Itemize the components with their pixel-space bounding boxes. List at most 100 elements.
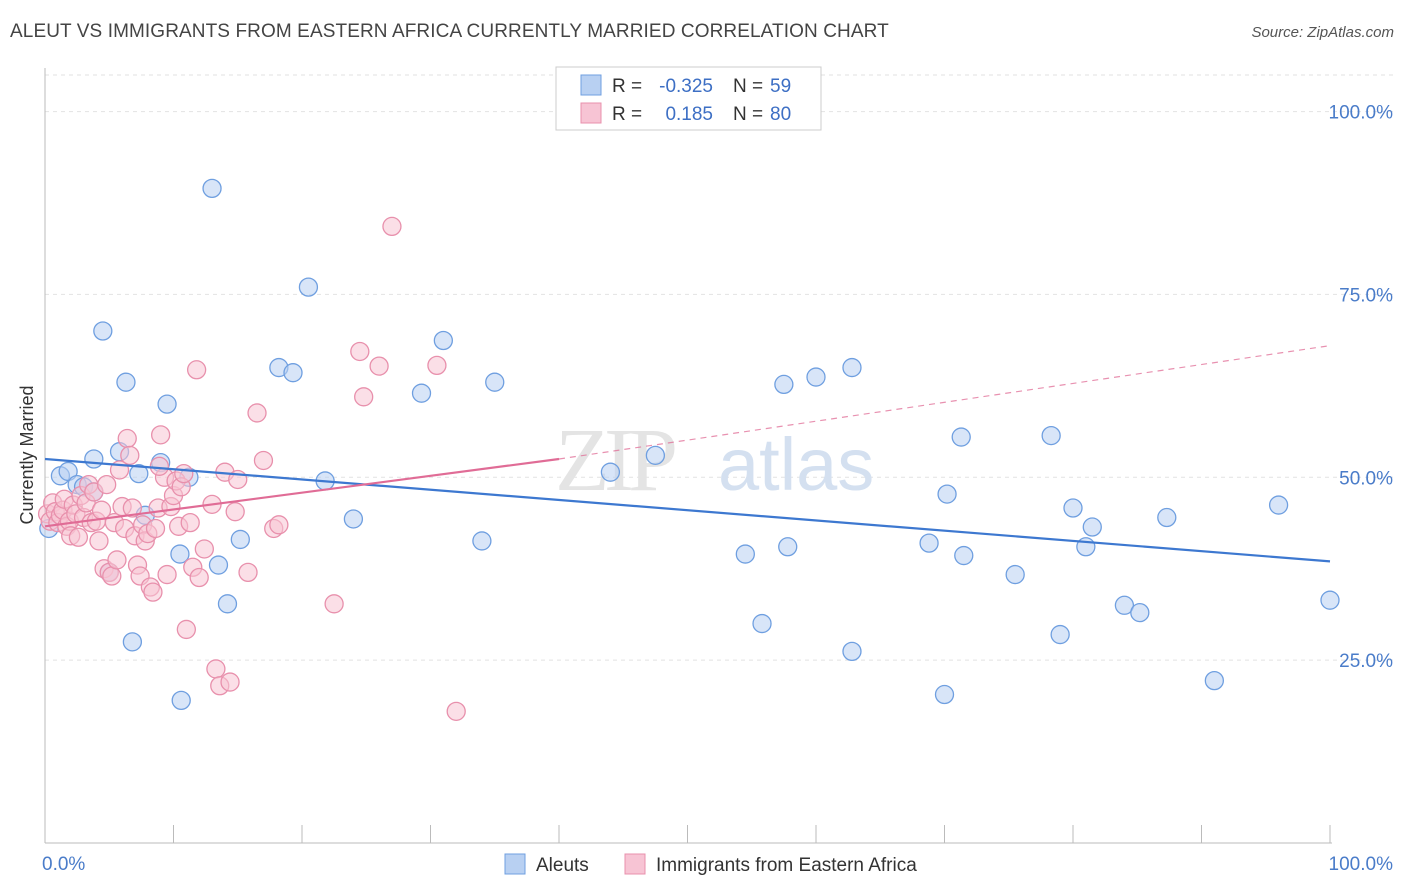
immigrant-point-42 (143, 582, 163, 602)
y-tick-label-2: 75.0% (1339, 285, 1393, 306)
aleut-point-32 (600, 462, 621, 482)
trend-line-immigrants-extension (558, 345, 1331, 460)
aleut-point-16 (170, 544, 190, 564)
aleut-point-43 (937, 484, 957, 504)
aleut-point-57 (1320, 590, 1340, 610)
bottom-legend-swatch-immigrants (624, 853, 646, 875)
aleut-point-33 (645, 445, 666, 465)
aleut-point-56 (1268, 495, 1289, 515)
watermark: ZIP atlas (555, 411, 874, 510)
aleut-point-10 (116, 372, 136, 392)
immigrant-point-74 (354, 387, 374, 407)
aleut-point-24 (283, 363, 303, 383)
legend-n-label-1: N = (733, 104, 763, 125)
series-legend: Aleuts Immigrants from Eastern Africa (504, 853, 917, 876)
aleut-point-7 (93, 321, 113, 341)
legend-r-value-1: 0.185 (665, 104, 713, 125)
legend-n-label-0: N = (733, 76, 763, 97)
aleut-point-54 (1157, 507, 1177, 528)
aleut-point-22 (230, 529, 250, 550)
aleut-point-37 (778, 537, 798, 557)
aleut-point-38 (806, 367, 826, 387)
y-axis-label: Currently Married (17, 385, 37, 524)
aleut-point-31 (485, 372, 505, 392)
immigrant-point-75 (369, 356, 389, 376)
immigrant-point-64 (220, 672, 240, 692)
aleut-point-39 (842, 641, 862, 662)
aleut-point-51 (1082, 517, 1102, 537)
immigrant-point-77 (427, 355, 447, 376)
x-tick-label-max: 100.0% (1329, 854, 1394, 875)
aleut-point-34 (735, 544, 755, 564)
aleut-point-44 (951, 427, 971, 447)
aleut-point-27 (343, 509, 364, 529)
immigrant-point-47 (157, 564, 177, 585)
bottom-legend-label-immigrants: Immigrants from Eastern Africa (656, 855, 917, 876)
watermark-atlas: atlas (718, 423, 874, 506)
immigrant-point-76 (382, 216, 402, 237)
aleut-point-53 (1130, 602, 1150, 623)
aleut-point-15 (157, 394, 177, 414)
aleut-point-6 (84, 449, 104, 469)
immigrant-point-65 (225, 502, 245, 522)
legend-n-value-1: 80 (770, 104, 791, 125)
legend-n-value-0: 59 (770, 76, 791, 97)
legend-r-label-0: R = (612, 76, 642, 97)
immigrant-point-72 (324, 594, 344, 614)
aleut-point-29 (433, 330, 454, 351)
aleut-point-30 (472, 531, 492, 551)
aleut-point-47 (1041, 425, 1061, 446)
immigrant-point-21 (89, 531, 109, 551)
aleut-point-12 (129, 463, 149, 484)
trend-line-aleuts (44, 457, 1331, 563)
immigrant-point-79 (149, 456, 170, 476)
aleut-point-20 (208, 555, 229, 575)
trend-lines (44, 345, 1331, 563)
immigrant-point-33 (120, 445, 140, 465)
aleut-point-49 (1063, 498, 1083, 518)
immigrant-point-55 (180, 512, 200, 533)
immigrant-point-57 (186, 360, 207, 380)
aleut-point-46 (1005, 564, 1025, 585)
immigrant-point-59 (194, 539, 214, 559)
aleut-point-19 (202, 178, 222, 199)
legend-r-label-1: R = (612, 104, 642, 125)
aleut-point-21 (217, 594, 238, 614)
chart-title: ALEUT VS IMMIGRANTS FROM EASTERN AFRICA … (10, 21, 889, 42)
trend-line-immigrants (44, 457, 560, 528)
aleut-point-52 (1114, 595, 1135, 615)
bottom-legend-label-aleuts: Aleuts (536, 855, 589, 876)
immigrant-point-54 (176, 619, 197, 640)
aleut-point-40 (842, 357, 862, 378)
legend-swatch-immigrants (580, 102, 602, 124)
chart-source: Source: ZipAtlas.com (1251, 24, 1394, 41)
immigrant-point-67 (238, 562, 258, 583)
immigrant-point-32 (117, 428, 137, 449)
aleut-point-36 (774, 374, 794, 395)
immigrant-point-71 (269, 515, 289, 535)
aleut-point-2 (58, 461, 78, 482)
aleut-point-41 (919, 533, 939, 553)
immigrant-point-45 (150, 425, 171, 445)
immigrant-point-13 (68, 527, 89, 547)
aleut-point-17 (171, 690, 191, 711)
immigrant-point-68 (247, 403, 267, 423)
immigrant-point-26 (102, 566, 122, 586)
y-tick-label-3: 100.0% (1329, 103, 1394, 124)
immigrant-point-61 (206, 659, 226, 679)
immigrant-point-78 (446, 701, 466, 721)
immigrant-point-69 (253, 450, 274, 471)
aleut-point-42 (934, 684, 955, 705)
y-tick-label-1: 50.0% (1339, 468, 1393, 489)
aleut-point-48 (1050, 624, 1070, 645)
immigrant-point-34 (122, 498, 143, 518)
bottom-legend-swatch-aleuts (504, 853, 526, 875)
aleut-point-11 (122, 632, 143, 652)
immigrant-point-73 (350, 341, 370, 362)
legend-r-value-0: -0.325 (659, 76, 713, 97)
data-points (37, 178, 1340, 721)
aleut-point-55 (1204, 670, 1224, 691)
stats-legend: R = -0.325 N = 59 R = 0.185 N = 80 (555, 66, 822, 131)
aleut-point-25 (298, 277, 319, 297)
